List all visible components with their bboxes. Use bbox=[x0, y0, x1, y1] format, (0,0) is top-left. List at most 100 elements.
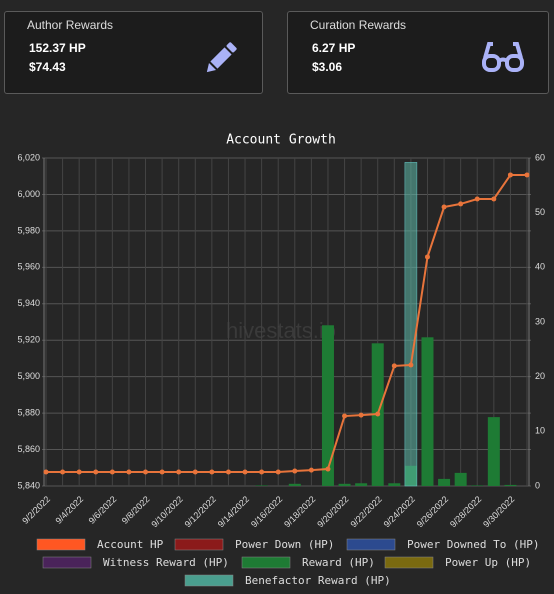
x-tick-label: 9/10/2022 bbox=[149, 494, 184, 529]
point bbox=[76, 469, 82, 475]
x-tick-label: 9/16/2022 bbox=[249, 494, 284, 529]
x-tick-label: 9/26/2022 bbox=[415, 494, 450, 529]
y2-tick-label: 60 bbox=[535, 152, 545, 162]
bar bbox=[438, 478, 451, 486]
legend-swatch bbox=[174, 538, 224, 551]
legend-label: Witness Reward (HP) bbox=[103, 556, 229, 569]
card-usd: $74.43 bbox=[29, 60, 66, 74]
point bbox=[458, 201, 464, 207]
bar bbox=[388, 483, 401, 486]
y-tick-label: 5,980 bbox=[17, 225, 40, 235]
y-tick-label: 5,840 bbox=[17, 480, 40, 490]
point bbox=[176, 469, 182, 475]
point bbox=[408, 362, 414, 368]
bar bbox=[471, 485, 484, 486]
legend-label: Power Up (HP) bbox=[445, 556, 531, 569]
bar bbox=[504, 484, 517, 486]
x-tick-label: 9/6/2022 bbox=[87, 494, 119, 526]
point bbox=[375, 411, 381, 417]
bar bbox=[355, 483, 368, 486]
y-tick-label: 5,920 bbox=[17, 335, 40, 345]
legend-label: Account HP bbox=[97, 538, 164, 551]
y-tick-label: 6,000 bbox=[17, 189, 40, 199]
card-title: Author Rewards bbox=[27, 18, 114, 32]
x-tick-label: 9/24/2022 bbox=[382, 494, 417, 529]
point bbox=[259, 469, 265, 475]
point bbox=[225, 469, 231, 475]
chart-title: Account Growth bbox=[226, 133, 336, 148]
point bbox=[242, 469, 248, 475]
card-title: Curation Rewards bbox=[310, 18, 407, 32]
point bbox=[491, 196, 497, 202]
point bbox=[93, 469, 99, 475]
pencil-icon bbox=[206, 42, 237, 73]
x-tick-label: 9/22/2022 bbox=[348, 494, 383, 529]
y-tick-label: 5,960 bbox=[17, 262, 40, 272]
point bbox=[358, 412, 364, 418]
y2-tick-label: 20 bbox=[535, 371, 545, 381]
point bbox=[109, 469, 115, 475]
x-tick-label: 9/18/2022 bbox=[282, 494, 317, 529]
point bbox=[126, 469, 132, 475]
y2-tick-label: 50 bbox=[535, 207, 545, 217]
point bbox=[60, 469, 66, 475]
bar bbox=[487, 417, 500, 486]
point bbox=[507, 172, 513, 178]
legend-label: Benefactor Reward (HP) bbox=[245, 574, 391, 587]
legend-label: Reward (HP) bbox=[302, 556, 375, 569]
y-tick-label: 5,860 bbox=[17, 444, 40, 454]
y-tick-label: 5,880 bbox=[17, 407, 40, 417]
legend-swatch bbox=[36, 538, 86, 551]
point bbox=[275, 469, 281, 475]
point bbox=[43, 469, 49, 475]
x-tick-label: 9/2/2022 bbox=[20, 494, 52, 526]
y-tick-label: 6,020 bbox=[17, 152, 40, 162]
curation-card: Curation Rewards 6.27 HP $3.06 bbox=[287, 11, 549, 94]
legend-swatch bbox=[346, 538, 396, 551]
point bbox=[325, 466, 331, 472]
legend-swatch bbox=[184, 574, 234, 587]
card-hp: 152.37 HP bbox=[29, 41, 86, 55]
y2-tick-label: 0 bbox=[535, 480, 540, 490]
bar bbox=[421, 337, 434, 486]
bar bbox=[255, 485, 268, 486]
bar bbox=[321, 325, 334, 486]
legend-swatch bbox=[384, 556, 434, 569]
x-tick-label: 9/12/2022 bbox=[183, 494, 218, 529]
point bbox=[474, 196, 480, 202]
point bbox=[524, 172, 530, 178]
point bbox=[441, 204, 447, 210]
y-tick-label: 5,900 bbox=[17, 371, 40, 381]
watermark: hivestats.io bbox=[226, 318, 336, 343]
legend-label: Power Downed To (HP) bbox=[407, 538, 539, 551]
y2-tick-label: 40 bbox=[535, 262, 545, 272]
point bbox=[143, 469, 149, 475]
x-tick-label: 9/28/2022 bbox=[448, 494, 483, 529]
point bbox=[192, 469, 198, 475]
x-tick-label: 9/20/2022 bbox=[315, 494, 350, 529]
x-tick-label: 9/30/2022 bbox=[481, 494, 516, 529]
point bbox=[342, 413, 348, 419]
card-hp: 6.27 HP bbox=[312, 41, 356, 55]
point bbox=[391, 363, 397, 369]
legend-swatch bbox=[42, 556, 92, 569]
bar bbox=[338, 483, 351, 486]
y2-tick-label: 10 bbox=[535, 426, 545, 436]
point bbox=[159, 469, 165, 475]
point bbox=[292, 468, 298, 474]
bar bbox=[454, 472, 467, 486]
bar bbox=[404, 162, 418, 487]
x-tick-label: 9/4/2022 bbox=[53, 494, 85, 526]
glasses-icon bbox=[482, 42, 524, 72]
line bbox=[46, 173, 527, 473]
y-tick-label: 5,940 bbox=[17, 298, 40, 308]
x-tick-label: 9/14/2022 bbox=[216, 494, 251, 529]
legend-label: Power Down (HP) bbox=[235, 538, 334, 551]
x-tick-label: 9/8/2022 bbox=[120, 494, 152, 526]
point bbox=[424, 254, 430, 260]
bar bbox=[288, 483, 301, 486]
author-card: Author Rewards 152.37 HP $74.43 bbox=[4, 11, 263, 94]
point bbox=[209, 469, 215, 475]
y2-tick-label: 30 bbox=[535, 316, 545, 326]
